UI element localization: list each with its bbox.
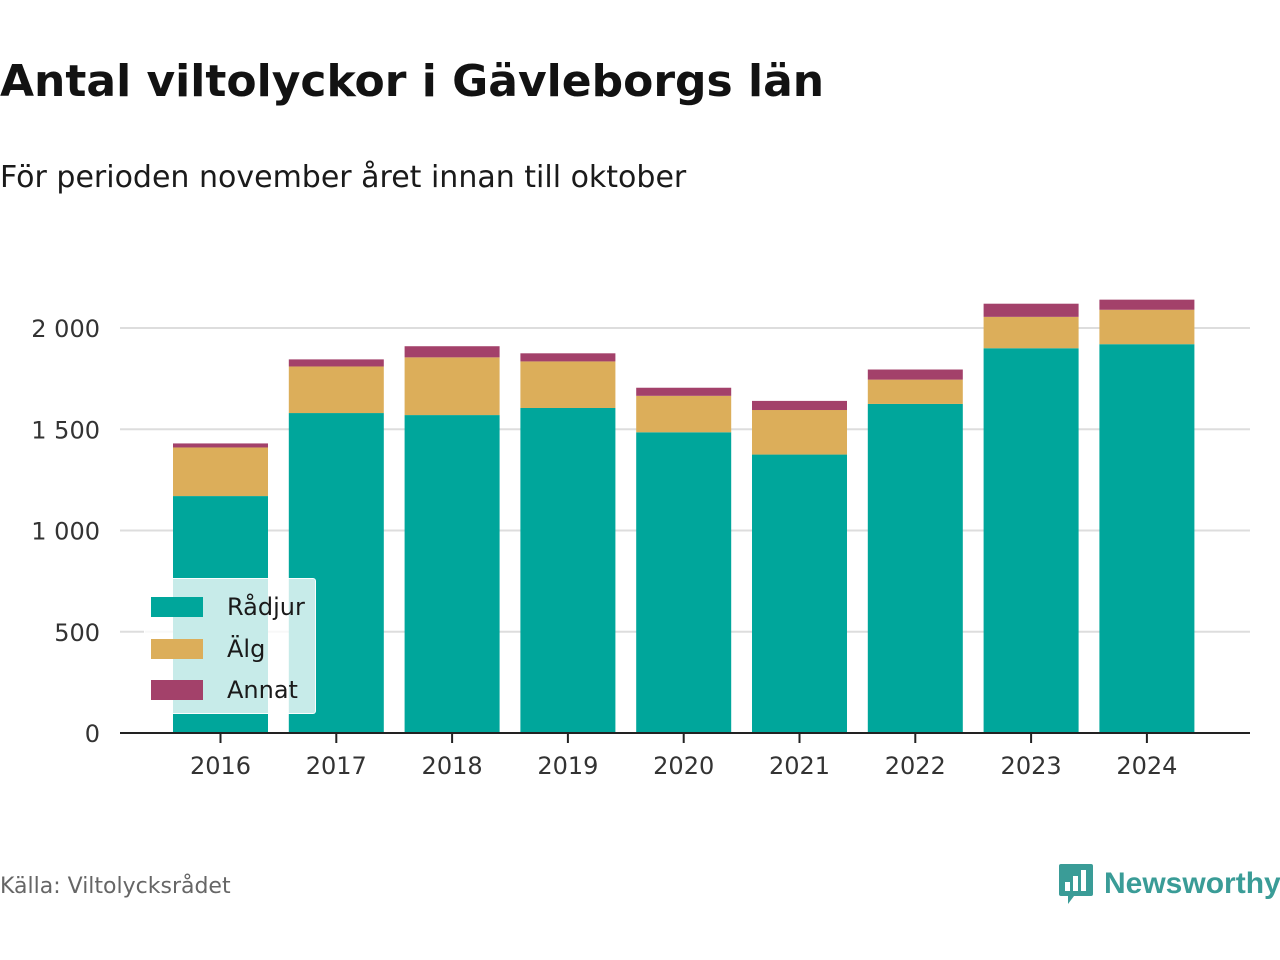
y-tick-label: 0 [85,720,100,748]
bar-segment-älg [520,361,616,408]
bar-segment-älg [752,410,847,455]
legend-swatch [151,597,203,617]
bar-segment-älg [173,447,268,497]
bar-segment-älg [288,366,384,414]
x-tick-label: 2022 [885,752,946,780]
bar-segment-rådjur [636,432,732,733]
bar-segment-rådjur [1099,344,1195,733]
bar-segment-annat [983,303,1079,317]
chart-title: Antal viltolyckor i Gävleborgs län [0,56,825,107]
bar-segment-annat [752,400,847,411]
x-tick-label: 2024 [1116,752,1177,780]
x-tick-label: 2023 [1001,752,1062,780]
bars [173,299,1195,733]
legend-item-alg: Älg [151,635,265,663]
legend-item-radjur: Rådjur [151,593,305,621]
x-tick-label: 2021 [769,752,830,780]
x-tick-label: 2018 [422,752,483,780]
bar-segment-rådjur [867,403,963,733]
x-tick-label: 2017 [306,752,367,780]
bar-segment-annat [288,359,384,367]
chart-subtitle: För perioden november året innan till ok… [0,160,687,195]
legend: Rådjur Älg Annat [144,578,316,714]
x-tick-label: 2019 [537,752,598,780]
y-tick-label: 2 000 [31,315,100,343]
y-tick-label: 1 000 [31,518,100,546]
y-tick-label: 1 500 [31,416,100,444]
bar-segment-annat [867,369,963,380]
axes: 0 500 1 000 1 500 2 000 2016 2017 2018 2019 2020 2… [31,315,1250,780]
source-note: Källa: Viltolycksrådet [0,874,231,899]
legend-label: Annat [227,676,298,704]
brand-logo[interactable]: Newsworthy [1058,862,1280,906]
bar-segment-annat [1099,299,1195,310]
bar-segment-annat [173,443,268,448]
bar-segment-rådjur [520,407,616,733]
bar-segment-annat [404,346,500,358]
bar-segment-älg [867,379,963,404]
bar-segment-älg [404,357,500,416]
legend-label: Älg [227,635,266,663]
legend-swatch [151,639,203,659]
legend-swatch [151,680,203,700]
legend-label: Rådjur [227,593,305,621]
brand-name: Newsworthy [1104,867,1280,900]
bar-segment-älg [1099,309,1195,345]
bar-segment-annat [636,387,732,396]
bar-segment-älg [983,316,1079,349]
bar-segment-rådjur [752,454,847,733]
bar-segment-älg [636,395,732,433]
x-tick-label: 2016 [190,752,251,780]
bar-segment-rådjur [404,415,500,733]
bar-segment-rådjur [983,348,1079,733]
newsworthy-logo-icon [1059,864,1093,904]
legend-item-annat: Annat [151,676,298,704]
x-tick-label: 2020 [653,752,714,780]
y-tick-label: 500 [54,619,100,647]
bar-segment-annat [520,353,616,362]
